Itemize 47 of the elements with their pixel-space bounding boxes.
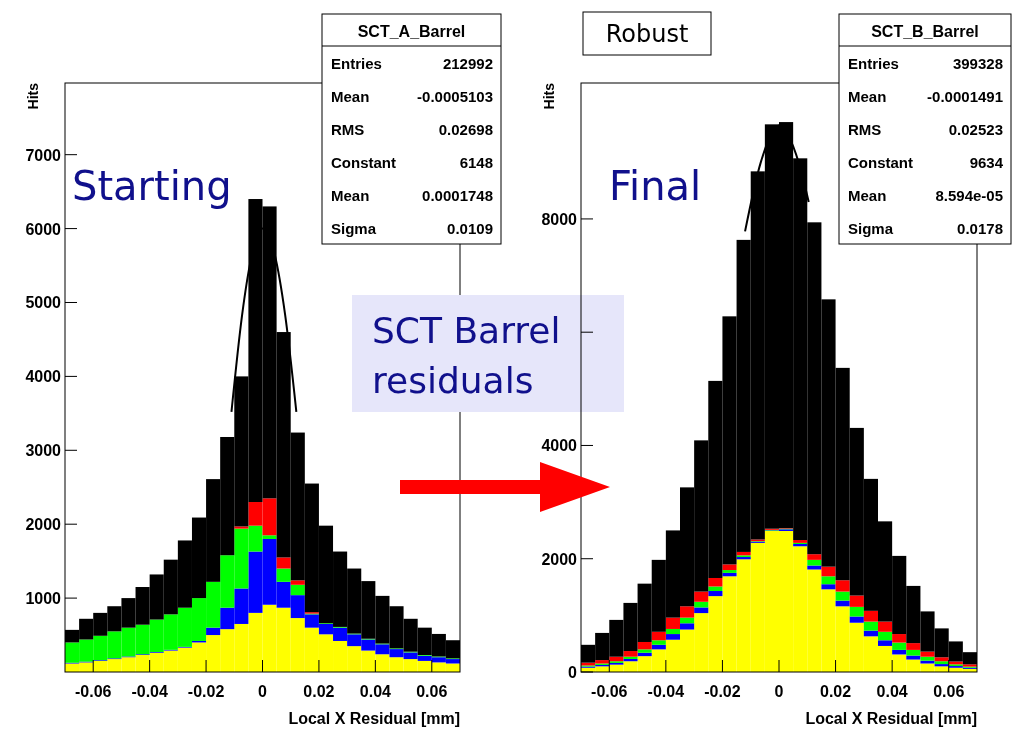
x-tick-label: -0.04 [647,683,685,700]
y-axis-title: Hits [541,82,557,110]
y-tick-label: 8000 [541,210,578,228]
y-tick-label: 1000 [25,590,62,608]
x-tick-label: -0.06 [74,683,112,700]
x-tick-label: 0 [258,683,268,700]
y-tick-label: 4000 [541,437,578,455]
x-tick-label: 0.06 [416,683,448,700]
text: Mean 8.594e-05 [848,187,1003,204]
y-tick-label: 2000 [25,516,62,534]
x-tick-label: -0.02 [187,683,225,700]
y-tick-label: 3000 [25,442,62,460]
chart-title: SCT_B_Barrel [871,23,979,40]
y-tick-label: 2000 [541,550,578,568]
x-tick-label: -0.02 [704,683,741,700]
annotation: Starting [72,163,232,209]
x-tick-label: 0 [774,683,784,700]
x-tick-label: -0.06 [591,683,628,700]
chart-title: SCT_A_Barrel [357,23,466,40]
text: Constant 6148 [331,154,493,171]
y-tick-label: 6000 [25,220,62,238]
text: Sigma 0.0178 [848,220,1003,237]
y-axis-title: Hits [25,82,41,110]
y-tick-label: 4000 [25,368,62,386]
text: Mean -0.0005103 [331,88,493,105]
x-tick-label: 0.02 [303,683,335,700]
text: Entries 399328 [848,55,1003,72]
annotation: Final [609,163,702,209]
text: RMS 0.02523 [848,121,1003,138]
text: Sigma 0.0109 [331,220,493,237]
text: Constant 9634 [848,154,1003,171]
x-tick-label: 0.02 [820,683,852,700]
y-tick-label: 0 [568,664,578,681]
x-tick-label: 0.04 [359,683,392,700]
x-tick-label: 0.06 [933,683,965,700]
text: Mean -0.0001491 [848,88,1003,105]
y-tick-label: 7000 [25,146,62,164]
x-tick-label: -0.04 [131,683,168,700]
text: Entries 212992 [331,55,493,72]
x-axis-title: Local X Residual [mm] [288,710,460,727]
y-tick-label: 5000 [25,294,62,312]
annotation: SCT Barrel residuals [372,310,561,401]
text: RMS 0.02698 [331,121,493,138]
text: Mean 0.0001748 [331,187,493,204]
x-axis-title: Local X Residual [mm] [805,710,977,727]
x-tick-label: 0.04 [876,683,908,700]
text: Robust [605,20,689,48]
